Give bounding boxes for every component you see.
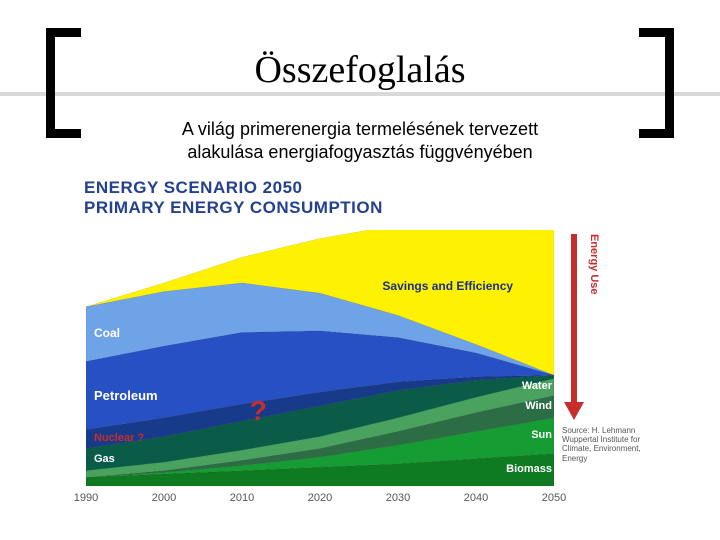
slide: Összefoglalás A világ primerenergia term…: [0, 0, 720, 540]
layer-label: Petroleum: [94, 388, 158, 403]
series-right-label: Water: [492, 380, 552, 392]
page-title: Összefoglalás: [90, 48, 630, 92]
layer-label: Nuclear ?: [94, 432, 144, 444]
layer-label: Savings and Efficiency: [382, 279, 513, 293]
title-underline: [0, 92, 720, 96]
x-tick: 2040: [464, 492, 488, 504]
energy-use-label: Energy Use: [586, 234, 600, 354]
bracket-left-icon: [46, 28, 81, 138]
x-tick: 1990: [74, 492, 98, 504]
x-tick: 2020: [308, 492, 332, 504]
nuclear-question-mark: ?: [250, 395, 267, 427]
subtitle-line2: alakulása energiafogyasztás függvényében: [187, 142, 532, 162]
series-right-label: Wind: [492, 400, 552, 412]
x-tick: 2030: [386, 492, 410, 504]
energy-use-arrow-icon: [568, 234, 580, 420]
x-tick: 2010: [230, 492, 254, 504]
area-chart: Coal Petroleum Nuclear ? Gas? Savings and Ef…: [86, 230, 554, 486]
layer-label: Gas: [94, 453, 115, 465]
layer-label: Coal: [94, 326, 120, 340]
bracket-right-icon: [639, 28, 674, 138]
x-tick: 2050: [542, 492, 566, 504]
source-text: Source: H. Lehmann Wuppertal Institute f…: [562, 426, 644, 463]
series-right-label: Biomass: [492, 463, 552, 475]
panel-title-1: ENERGY SCENARIO 2050: [84, 178, 302, 198]
panel-title-2: PRIMARY ENERGY CONSUMPTION: [84, 198, 383, 218]
subtitle-line1: A világ primerenergia termelésének terve…: [182, 119, 538, 139]
subtitle: A világ primerenergia termelésének terve…: [108, 118, 612, 163]
x-tick: 2000: [152, 492, 176, 504]
series-right-label: Sun: [492, 429, 552, 441]
chart-panel: ENERGY SCENARIO 2050 PRIMARY ENERGY CONS…: [72, 178, 650, 512]
